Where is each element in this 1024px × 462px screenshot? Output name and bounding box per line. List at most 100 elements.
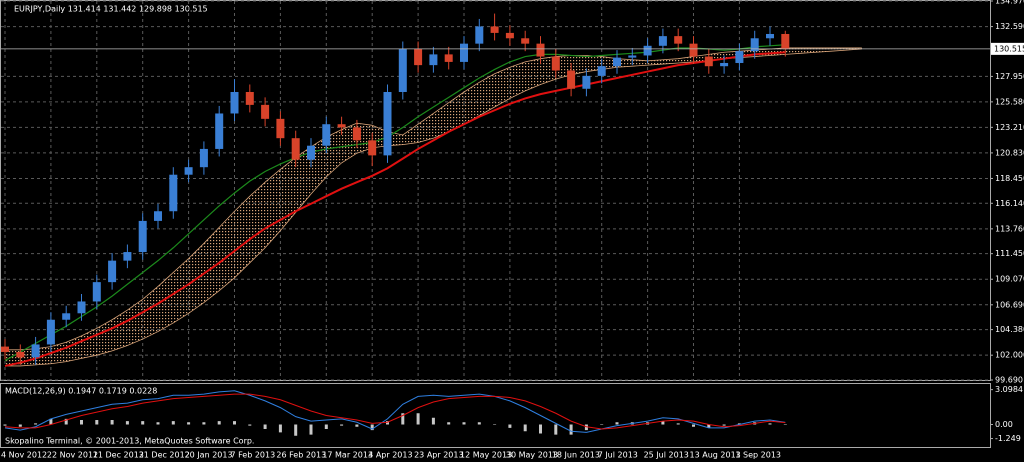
y-tick-label: 113.760 <box>995 224 1024 233</box>
x-tick-label: 17 Mar 2013 <box>322 451 373 460</box>
candle-body <box>505 32 514 39</box>
x-tick-label: 1 Sep 2013 <box>735 451 781 460</box>
candle-body <box>337 124 346 128</box>
macd-bar <box>248 424 252 426</box>
macd-bar <box>125 421 129 425</box>
macd-bar <box>156 422 160 425</box>
y-tick-label: 3.0984 <box>995 385 1023 394</box>
macd-bar <box>309 424 313 435</box>
candle-body <box>261 104 270 119</box>
macd-title: MACD(12,26,9) 0.1947 0.1719 0.0228 <box>5 387 157 396</box>
y-tick-label: 125.580 <box>995 97 1024 106</box>
x-tick-label: 7 Jul 2013 <box>598 451 638 460</box>
candle-body <box>521 38 530 44</box>
macd-bar <box>539 424 542 434</box>
last-price-box <box>991 42 1024 55</box>
y-tick-label: 0.00 <box>995 420 1013 429</box>
candle-body <box>536 43 545 57</box>
candle-body <box>184 167 193 175</box>
macd-bar <box>49 418 53 425</box>
candle-body <box>658 36 667 46</box>
candle-body <box>460 43 468 62</box>
macd-bar <box>692 424 695 427</box>
macd-bar <box>171 421 175 425</box>
y-tick-label: 104.380 <box>995 325 1024 334</box>
macd-bar <box>554 424 558 435</box>
y-tick-label: 134.970 <box>995 0 1024 6</box>
macd-bar <box>447 422 451 425</box>
candle-body <box>16 351 25 358</box>
x-tick-label: 26 Feb 2013 <box>276 451 326 460</box>
candle-body <box>62 313 71 320</box>
macd-bar <box>569 424 573 435</box>
macd-bar <box>508 424 512 428</box>
x-tick-label: 11 Dec 2012 <box>93 451 144 460</box>
y-tick-label: 111.450 <box>995 249 1024 258</box>
macd-bar <box>187 422 191 425</box>
candle-body <box>475 26 484 44</box>
x-tick-label: 20 Jan 2013 <box>185 451 233 460</box>
macd-bar <box>477 422 481 425</box>
y-tick-label: 120.830 <box>995 148 1024 157</box>
candle-body <box>597 66 606 76</box>
macd-bar <box>202 422 206 425</box>
x-tick-label: 12 May 2013 <box>460 451 512 460</box>
macd-bar <box>600 424 604 425</box>
footer: Skopalino Terminal, © 2001-2013, MetaQuo… <box>5 437 254 446</box>
x-tick-label: 22 Nov 2012 <box>47 451 98 460</box>
candle-body <box>613 57 621 67</box>
macd-bar <box>768 423 772 425</box>
x-tick-label: 18 Jun 2013 <box>552 451 600 460</box>
candle-body <box>46 319 55 345</box>
candle-body <box>383 91 392 156</box>
cloud <box>5 47 862 366</box>
y-tick-label: 132.590 <box>995 22 1024 31</box>
macd-bar <box>661 421 665 425</box>
y-tick-label: 106.690 <box>995 300 1024 309</box>
macd-bar <box>80 420 83 425</box>
candle-body <box>1 346 9 352</box>
macd-line <box>4 390 786 433</box>
macd-bar <box>18 424 22 427</box>
chart-title: EURJPY,Daily 131.414 131.442 129.898 130… <box>14 5 208 14</box>
candle-body <box>123 252 132 261</box>
macd-bar <box>233 421 236 425</box>
macd-bar <box>676 423 680 425</box>
cloud-span-a <box>5 47 862 351</box>
candle-body <box>31 344 40 358</box>
macd-line <box>4 393 786 430</box>
x-tick-label: 25 Jul 2013 <box>644 451 689 460</box>
y-tick-label: 127.950 <box>995 72 1024 81</box>
candle-body <box>154 211 162 221</box>
candle-body <box>750 38 759 52</box>
macd-bar <box>722 424 726 426</box>
candle-body <box>199 148 208 168</box>
macd-bar <box>493 424 497 425</box>
candle-body <box>291 138 300 160</box>
x-tick-label: 4 Apr 2013 <box>368 451 412 460</box>
macd-bar <box>462 422 466 425</box>
macd-bar <box>64 418 68 425</box>
macd-bar <box>783 424 787 425</box>
candle-body <box>674 36 683 44</box>
macd-bar <box>110 420 114 425</box>
candle-body <box>689 43 698 57</box>
y-tick-label: 102.000 <box>995 351 1024 360</box>
candle-body <box>735 51 744 63</box>
candle-body <box>276 118 285 139</box>
x-tick-label: 23 Apr 2013 <box>414 451 463 460</box>
macd-bar <box>615 422 619 425</box>
macd-bar <box>34 423 38 425</box>
macd-panel <box>0 383 991 448</box>
y-tick-label: 116.140 <box>995 199 1024 208</box>
moving-average <box>4 44 786 362</box>
candle-body <box>138 220 147 253</box>
candle-body <box>766 33 774 39</box>
candle-body <box>169 174 178 212</box>
candle-body <box>322 124 331 146</box>
macd-bar <box>278 424 282 433</box>
macd-bar <box>401 413 405 425</box>
candle-body <box>490 26 499 33</box>
